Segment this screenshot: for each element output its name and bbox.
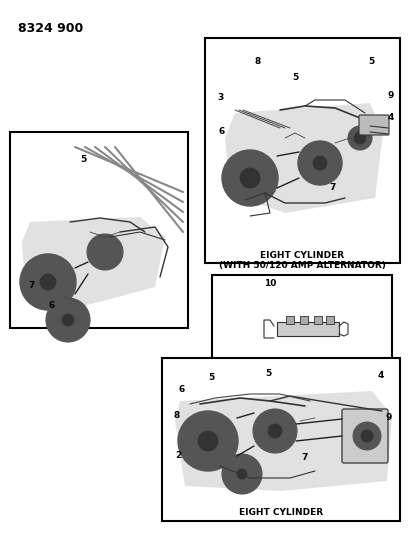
Text: 6: 6: [218, 126, 225, 135]
Text: 3: 3: [217, 93, 224, 102]
Text: 5: 5: [264, 369, 270, 378]
Circle shape: [87, 234, 123, 270]
Circle shape: [297, 141, 341, 185]
Circle shape: [40, 274, 56, 290]
Circle shape: [54, 306, 82, 334]
FancyBboxPatch shape: [358, 115, 388, 135]
Polygon shape: [175, 391, 391, 491]
Circle shape: [229, 158, 270, 198]
Text: 2: 2: [175, 451, 181, 461]
Bar: [204, 38, 399, 263]
Bar: [211, 275, 391, 375]
Text: EIGHT CYLINDER: EIGHT CYLINDER: [238, 508, 322, 517]
Circle shape: [304, 148, 334, 178]
Circle shape: [252, 409, 296, 453]
Bar: [10, 132, 188, 328]
Circle shape: [188, 421, 227, 461]
Circle shape: [94, 241, 116, 263]
Bar: [299, 316, 307, 324]
Text: 4: 4: [387, 114, 393, 123]
Text: 7: 7: [29, 281, 35, 290]
Text: 5: 5: [80, 156, 86, 165]
Text: EIGHT CYLINDER
(WITH 50/120 AMP ALTERNATOR): EIGHT CYLINDER (WITH 50/120 AMP ALTERNAT…: [218, 251, 384, 270]
Circle shape: [352, 422, 380, 450]
Text: 5: 5: [207, 374, 213, 383]
Circle shape: [259, 416, 289, 446]
Text: 5: 5: [367, 58, 373, 67]
Circle shape: [20, 254, 76, 310]
Text: 8: 8: [173, 410, 180, 419]
Circle shape: [221, 454, 261, 494]
Bar: [162, 358, 399, 521]
Polygon shape: [22, 217, 164, 307]
Text: 7: 7: [329, 183, 335, 192]
Text: 8324 900: 8324 900: [18, 22, 83, 35]
Text: 6: 6: [49, 302, 55, 311]
Circle shape: [30, 264, 66, 300]
Circle shape: [236, 469, 246, 479]
Text: 7: 7: [301, 454, 308, 463]
Circle shape: [198, 431, 218, 451]
Polygon shape: [225, 103, 382, 213]
Circle shape: [178, 411, 237, 471]
Bar: [325, 316, 333, 324]
Text: 9: 9: [385, 414, 391, 423]
Circle shape: [353, 132, 365, 144]
Circle shape: [221, 150, 277, 206]
Bar: [276, 322, 338, 336]
Circle shape: [360, 430, 372, 442]
Circle shape: [347, 126, 371, 150]
Text: 9: 9: [387, 92, 393, 101]
Bar: [285, 316, 293, 324]
Bar: [313, 316, 321, 324]
Text: 10: 10: [263, 279, 276, 287]
Text: 6: 6: [178, 385, 185, 394]
Circle shape: [62, 314, 74, 326]
Text: 8: 8: [254, 58, 261, 67]
Circle shape: [229, 461, 254, 487]
FancyBboxPatch shape: [341, 409, 387, 463]
Text: 5: 5: [291, 74, 297, 83]
Circle shape: [267, 424, 281, 438]
Circle shape: [312, 156, 326, 170]
Circle shape: [239, 168, 259, 188]
Text: 4: 4: [377, 372, 383, 381]
Circle shape: [46, 298, 90, 342]
